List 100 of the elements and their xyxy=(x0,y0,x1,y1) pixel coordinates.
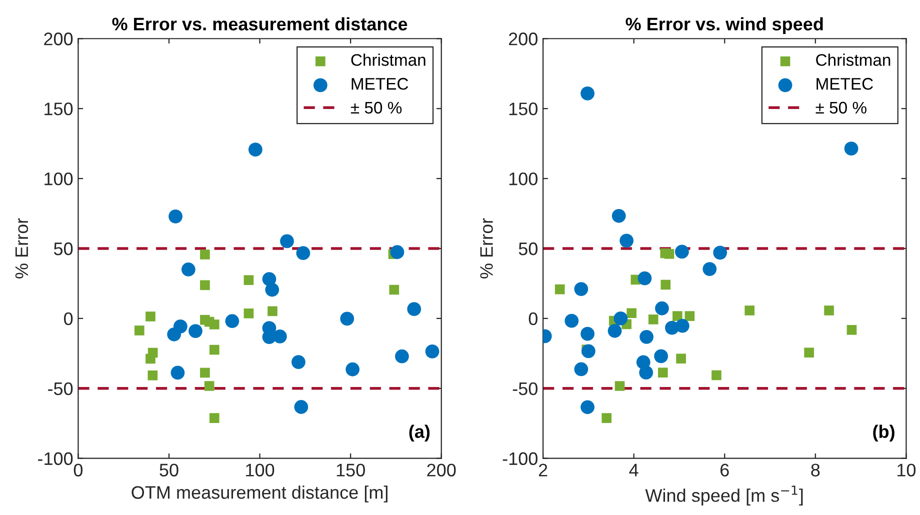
point xyxy=(181,262,196,276)
point xyxy=(168,210,182,224)
point xyxy=(167,327,182,342)
legend-label: Christman xyxy=(351,54,426,66)
legend-label: Christman xyxy=(816,54,890,66)
point xyxy=(675,318,690,333)
point xyxy=(620,234,634,248)
point xyxy=(648,314,658,324)
point xyxy=(654,349,668,364)
point xyxy=(638,271,652,286)
point xyxy=(200,368,210,378)
point xyxy=(846,325,857,335)
point xyxy=(148,348,158,358)
y-tick-label: 50 xyxy=(54,242,73,256)
point xyxy=(702,262,717,276)
point xyxy=(844,142,858,156)
point xyxy=(209,344,220,355)
annotation: (b) xyxy=(873,424,894,442)
legend-label: METEC xyxy=(816,78,873,90)
point xyxy=(554,284,565,294)
x-tick-label: 6 xyxy=(720,464,729,476)
y-axis-title: % Error xyxy=(480,218,493,278)
point xyxy=(614,381,625,391)
point xyxy=(389,284,400,295)
y-tick-label: 100 xyxy=(509,172,538,186)
chart-title: % Error vs. wind speed xyxy=(626,17,823,34)
point xyxy=(188,324,202,338)
point xyxy=(744,306,754,316)
y-tick-label: 0 xyxy=(64,312,73,326)
legend-label: ± 50 % xyxy=(350,102,402,114)
point xyxy=(265,282,280,297)
y-tick-label: 150 xyxy=(509,102,538,116)
point xyxy=(712,370,722,380)
point xyxy=(574,362,588,376)
point xyxy=(655,301,669,316)
point xyxy=(658,368,668,378)
chart-title: % Error vs. measurement distance xyxy=(112,17,408,30)
x-tick-label: 10 xyxy=(898,464,916,476)
point xyxy=(204,381,214,391)
point xyxy=(134,326,144,336)
point xyxy=(280,234,294,248)
point xyxy=(580,86,594,100)
point xyxy=(244,275,254,286)
point xyxy=(675,244,689,259)
point xyxy=(296,246,310,260)
point xyxy=(602,413,612,423)
point xyxy=(614,311,628,326)
y-tick-label: -100 xyxy=(38,452,73,466)
point xyxy=(244,308,254,318)
point xyxy=(148,370,158,380)
point xyxy=(225,314,240,328)
point xyxy=(804,348,814,358)
x-axis-title: OTM measurement distance [m] xyxy=(132,486,388,502)
point xyxy=(209,413,220,423)
point xyxy=(346,362,360,376)
x-tick-label: 100 xyxy=(246,464,274,476)
x-tick-label: 8 xyxy=(811,464,820,476)
x-tick-label: 2 xyxy=(538,464,548,476)
point xyxy=(564,314,579,328)
point xyxy=(407,302,422,316)
point xyxy=(200,250,210,260)
point xyxy=(660,280,671,290)
y-tick-label: -50 xyxy=(48,382,73,396)
point xyxy=(395,349,409,364)
y-axis-title: % Error xyxy=(15,218,28,278)
legend-label: ± 50 % xyxy=(816,102,866,114)
y-tick-label: 200 xyxy=(508,32,538,46)
point xyxy=(612,208,626,223)
point xyxy=(574,282,588,296)
point xyxy=(200,280,210,290)
y-tick-label: 200 xyxy=(44,32,73,46)
x-axis-title: Wind speed [m s$^{−1}$] xyxy=(645,486,803,506)
point xyxy=(340,312,354,326)
y-tick-label: -100 xyxy=(502,452,538,466)
x-tick-label: 0 xyxy=(74,464,83,476)
point xyxy=(268,306,278,316)
x-tick-label: 200 xyxy=(427,464,456,476)
point xyxy=(425,344,440,358)
point xyxy=(272,330,287,344)
y-tick-label: 150 xyxy=(44,102,73,116)
y-tick-label: 100 xyxy=(44,172,73,186)
point xyxy=(672,311,682,321)
legend-label: METEC xyxy=(352,78,408,90)
point xyxy=(684,311,695,321)
point xyxy=(292,355,306,370)
y-tick-label: 0 xyxy=(528,312,538,326)
point xyxy=(580,400,594,414)
point xyxy=(639,366,654,380)
point xyxy=(676,354,686,364)
point xyxy=(664,249,674,259)
point xyxy=(640,330,654,344)
y-tick-label: 50 xyxy=(518,242,538,256)
point xyxy=(170,366,185,380)
point xyxy=(248,142,262,157)
point xyxy=(713,246,728,260)
point xyxy=(580,326,594,341)
point xyxy=(608,324,622,338)
point xyxy=(824,306,834,316)
y-tick-label: -50 xyxy=(512,382,538,396)
point xyxy=(626,308,636,318)
